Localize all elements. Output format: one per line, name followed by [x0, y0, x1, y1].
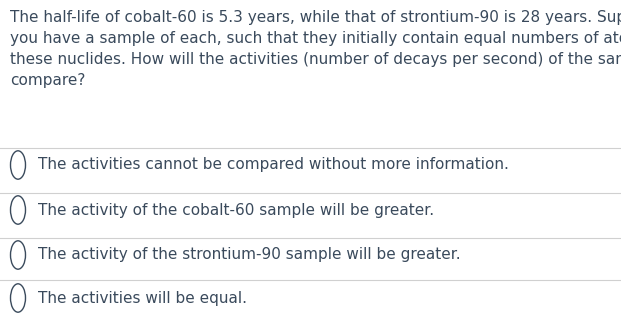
Text: The activities will be equal.: The activities will be equal.: [38, 291, 247, 305]
Text: The half-life of cobalt-60 is 5.3 years, while that of strontium-90 is 28 years.: The half-life of cobalt-60 is 5.3 years,…: [10, 10, 621, 88]
Text: The activities cannot be compared without more information.: The activities cannot be compared withou…: [38, 157, 509, 173]
Text: The activity of the strontium-90 sample will be greater.: The activity of the strontium-90 sample …: [38, 248, 461, 262]
Text: The activity of the cobalt-60 sample will be greater.: The activity of the cobalt-60 sample wil…: [38, 202, 434, 217]
